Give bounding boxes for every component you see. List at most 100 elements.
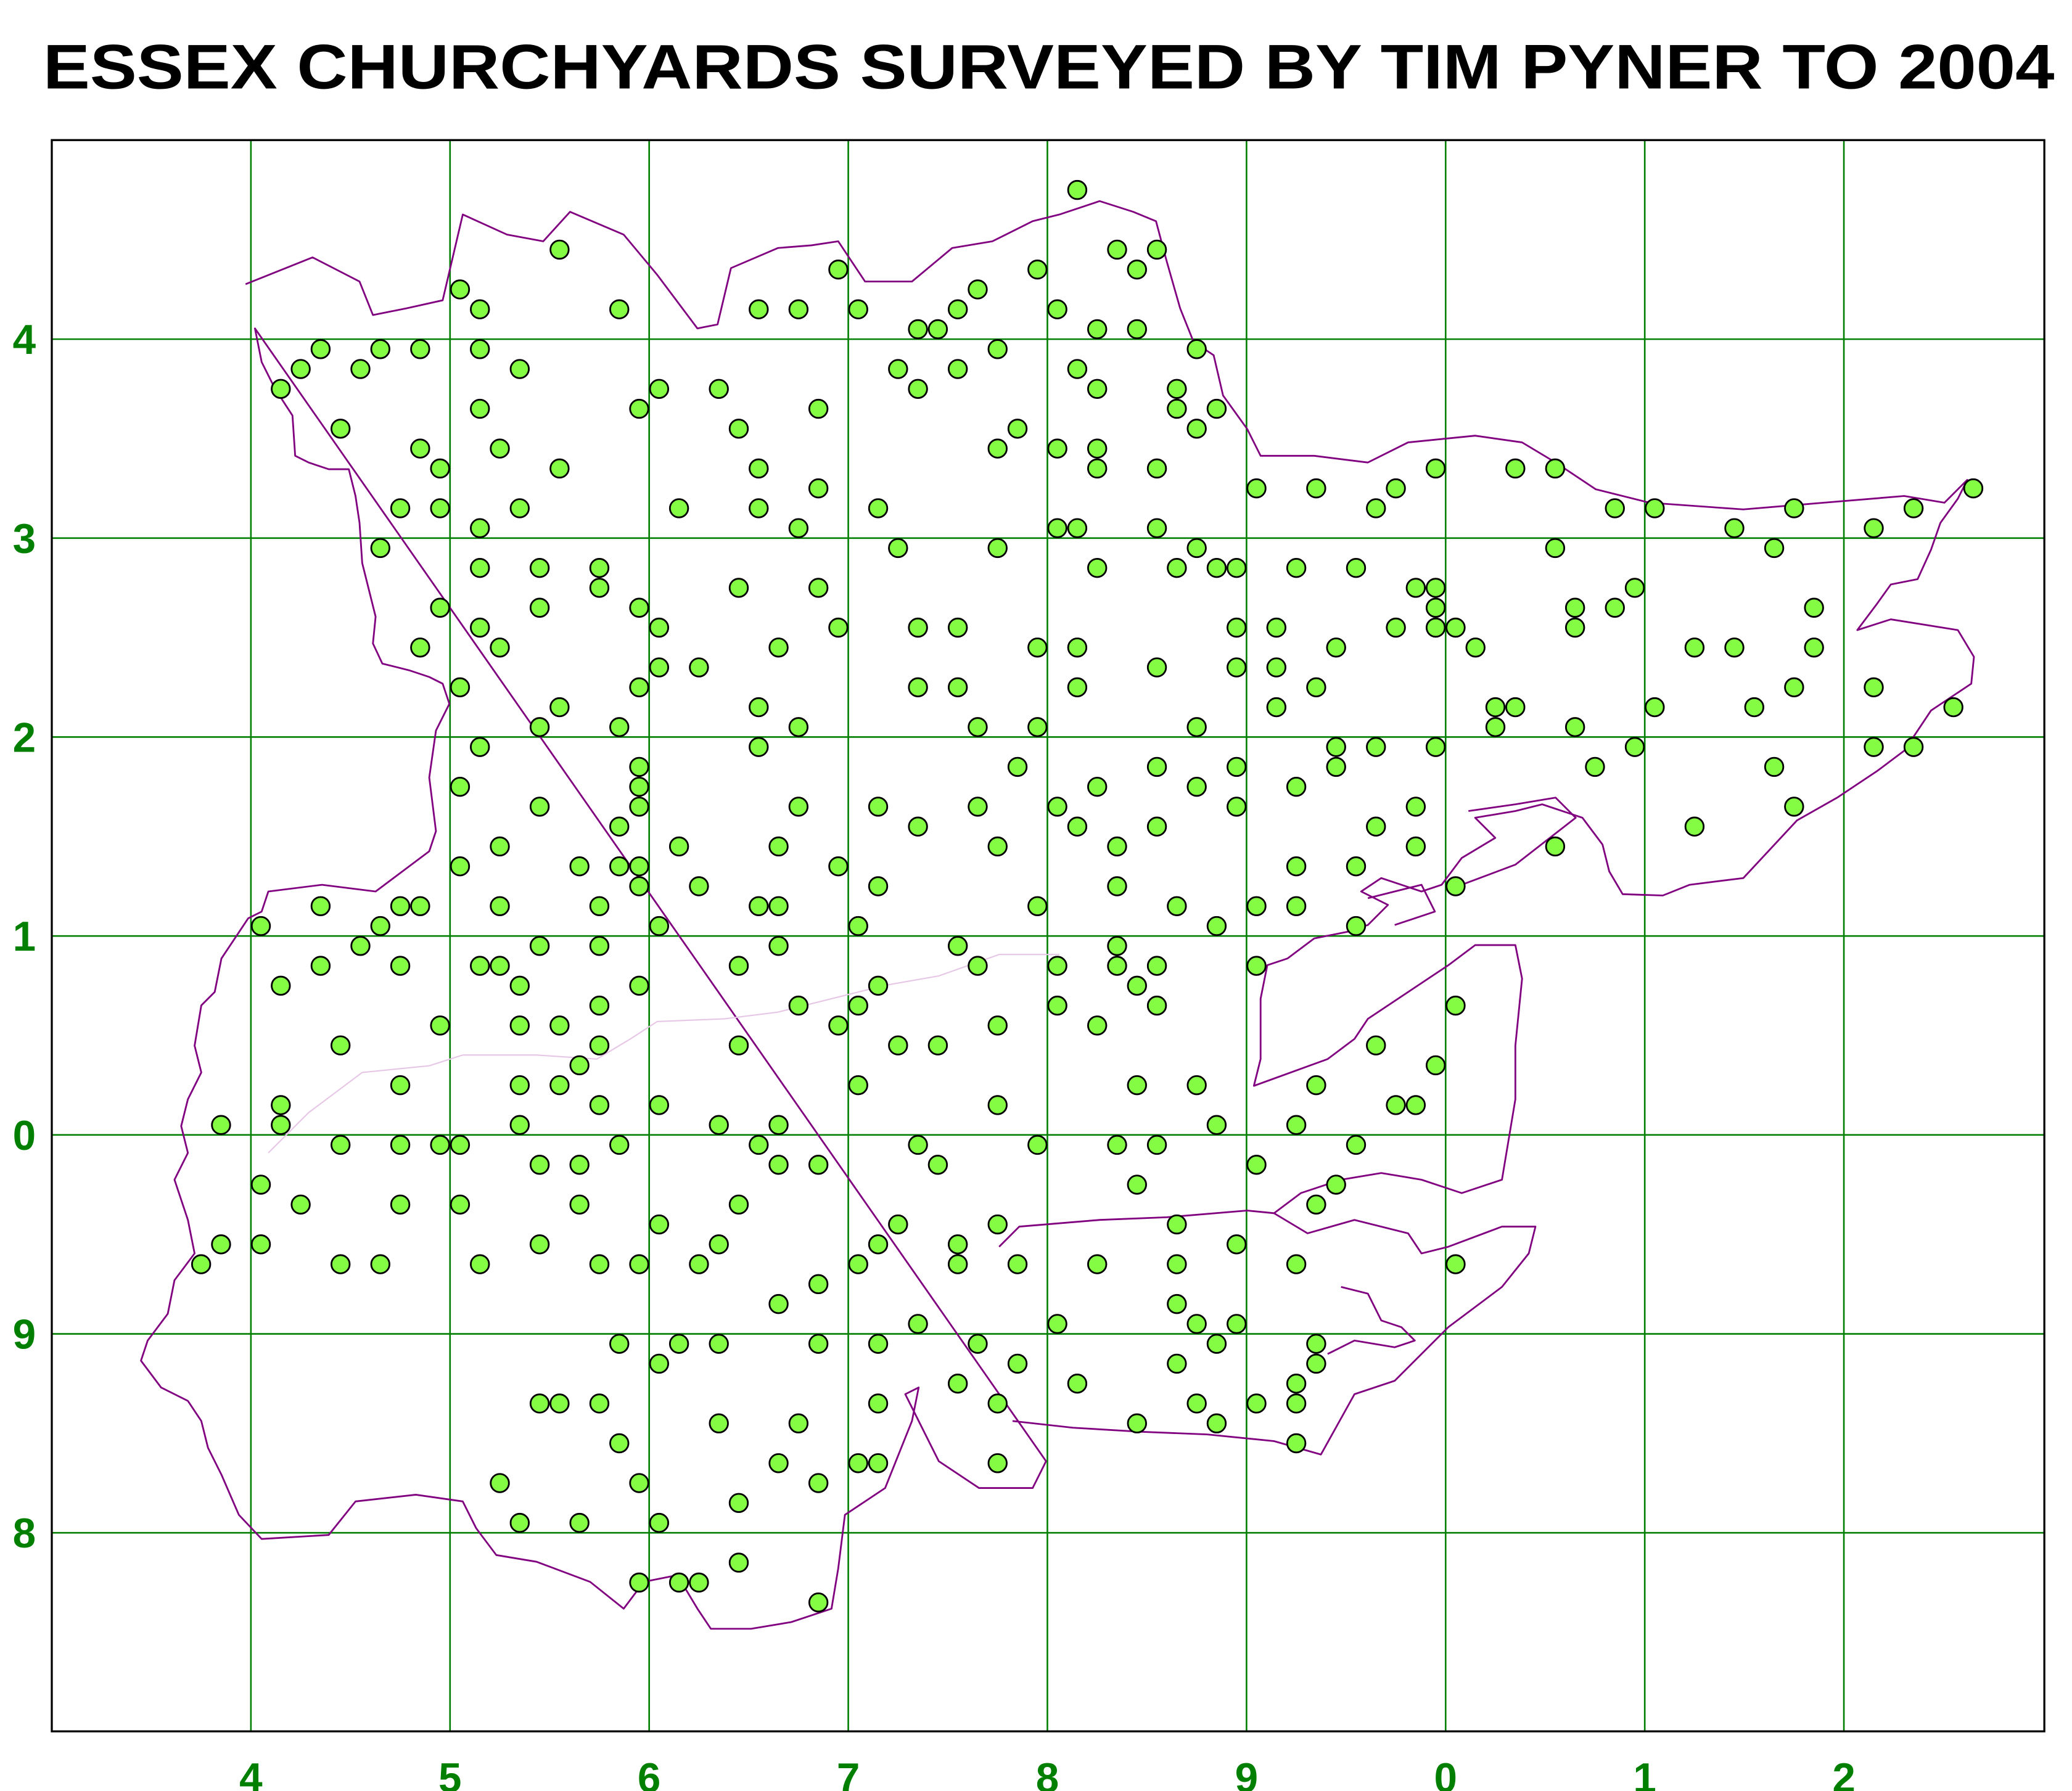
churchyard-point (1087, 379, 1108, 399)
churchyard-point (589, 1254, 610, 1274)
churchyard-point (768, 1155, 789, 1175)
churchyard-point (1684, 637, 1705, 658)
churchyard-point (868, 1234, 889, 1255)
churchyard-point (1206, 916, 1227, 936)
churchyard-point (709, 1413, 729, 1433)
churchyard-point (728, 1493, 749, 1514)
churchyard-point (808, 1592, 829, 1613)
churchyard-point (470, 617, 490, 638)
churchyard-point (350, 359, 371, 379)
churchyard-point (1903, 737, 1924, 757)
churchyard-point (1605, 597, 1625, 618)
churchyard-point (390, 1075, 411, 1096)
churchyard-point (470, 339, 490, 359)
churchyard-point (828, 617, 849, 638)
x-tick-label: 7 (837, 1755, 860, 1791)
churchyard-point (450, 776, 471, 797)
churchyard-point (908, 379, 928, 399)
x-tick-label: 4 (239, 1755, 263, 1791)
churchyard-point (191, 1254, 212, 1274)
churchyard-point (808, 1155, 829, 1175)
churchyard-point (1007, 1254, 1028, 1274)
churchyard-point (1346, 916, 1367, 936)
churchyard-point (908, 677, 928, 698)
y-tick-label: 0 (13, 1113, 36, 1159)
churchyard-point (828, 856, 849, 877)
churchyard-point (1405, 797, 1426, 817)
churchyard-point (848, 1075, 868, 1096)
x-axis-labels: 4 5 6 7 8 9 0 1 2 (239, 1755, 1856, 1791)
churchyard-point (968, 1334, 988, 1354)
churchyard-point (947, 936, 968, 956)
churchyard-point (987, 1015, 1008, 1036)
churchyard-point (1107, 936, 1127, 956)
churchyard-point (1386, 478, 1406, 499)
churchyard-point (1087, 558, 1108, 578)
churchyard-point (1804, 597, 1824, 618)
churchyard-point (1047, 299, 1067, 319)
churchyard-point (1167, 1254, 1187, 1274)
churchyard-point (828, 1015, 849, 1036)
churchyard-point (987, 1095, 1008, 1115)
churchyard-point (649, 1512, 670, 1533)
churchyard-point (609, 1134, 630, 1155)
churchyard-point (1167, 379, 1187, 399)
churchyard-point (768, 1293, 789, 1314)
churchyard-point (529, 936, 550, 956)
churchyard-point (1764, 756, 1785, 777)
churchyard-point (1564, 717, 1585, 737)
churchyard-point (1146, 816, 1167, 837)
churchyard-point (649, 1095, 670, 1115)
churchyard-point (868, 975, 889, 996)
churchyard-point (1445, 995, 1466, 1016)
churchyard-point (430, 597, 450, 618)
churchyard-point (1007, 419, 1028, 439)
churchyard-point (569, 856, 590, 877)
churchyard-point (987, 1453, 1008, 1473)
churchyard-point (250, 916, 271, 936)
churchyard-point (1227, 558, 1247, 578)
churchyard-point (968, 717, 988, 737)
churchyard-point (1246, 896, 1267, 916)
churchyard-point (689, 1572, 709, 1593)
churchyard-point (509, 1115, 530, 1135)
churchyard-point (689, 1254, 709, 1274)
churchyard-point (908, 617, 928, 638)
churchyard-point (1007, 756, 1028, 777)
churchyard-point (868, 876, 889, 896)
churchyard-point (1167, 558, 1187, 578)
churchyard-point (1405, 1095, 1426, 1115)
churchyard-point (1067, 518, 1088, 538)
churchyard-point (509, 1015, 530, 1036)
churchyard-point (927, 1035, 948, 1055)
churchyard-point (649, 617, 670, 638)
churchyard-point (808, 1274, 829, 1295)
churchyard-point (290, 1194, 311, 1215)
churchyard-point (509, 359, 530, 379)
churchyard-point (1206, 1115, 1227, 1135)
churchyard-point (1167, 1293, 1187, 1314)
churchyard-point (1227, 1234, 1247, 1255)
churchyard-point (987, 1214, 1008, 1235)
churchyard-point (1127, 1174, 1147, 1195)
churchyard-point (529, 1234, 550, 1255)
churchyard-point (629, 797, 649, 817)
y-tick-label: 2 (13, 715, 36, 761)
churchyard-point (1047, 797, 1067, 817)
churchyard-point (410, 438, 430, 459)
churchyard-point (649, 379, 670, 399)
churchyard-point (808, 1473, 829, 1493)
churchyard-point (490, 637, 510, 658)
churchyard-point (709, 1234, 729, 1255)
y-tick-label: 3 (13, 516, 36, 562)
churchyard-point (609, 816, 630, 837)
churchyard-point (1963, 478, 1984, 499)
churchyard-point (1047, 956, 1067, 976)
churchyard-point (509, 1512, 530, 1533)
churchyard-point (649, 657, 670, 678)
churchyard-point (629, 776, 649, 797)
churchyard-point (888, 538, 908, 559)
churchyard-point (1943, 697, 1963, 718)
churchyard-point (1724, 637, 1745, 658)
x-tick-label: 5 (438, 1755, 461, 1791)
